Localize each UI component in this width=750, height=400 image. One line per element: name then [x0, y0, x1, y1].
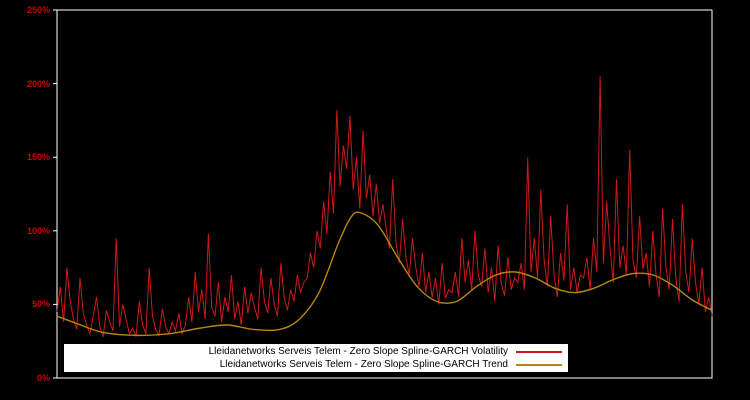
y-axis-tick-label: 100% [26, 225, 50, 236]
y-axis-tick-label: 200% [26, 78, 50, 89]
volatility-line [56, 76, 713, 337]
legend-row-volatility: Lleidanetworks Serveis Telem - Zero Slop… [64, 345, 568, 358]
plot-frame [56, 9, 713, 379]
trend-line-sample [516, 363, 562, 366]
legend-row-trend: Lleidanetworks Serveis Telem - Zero Slop… [64, 358, 568, 371]
legend-label-volatility: Lleidanetworks Serveis Telem - Zero Slop… [208, 345, 508, 357]
y-axis-tick-label: 250% [26, 5, 50, 15]
volatility-line-sample [516, 350, 562, 353]
y-axis-tick-label: 50% [31, 299, 50, 310]
y-axis-tick-label: 150% [26, 152, 50, 163]
y-axis-tick-label: 0% [36, 373, 50, 383]
trend-line [56, 211, 713, 337]
legend-label-trend: Lleidanetworks Serveis Telem - Zero Slop… [219, 358, 508, 370]
legend: Lleidanetworks Serveis Telem - Zero Slop… [64, 344, 568, 372]
